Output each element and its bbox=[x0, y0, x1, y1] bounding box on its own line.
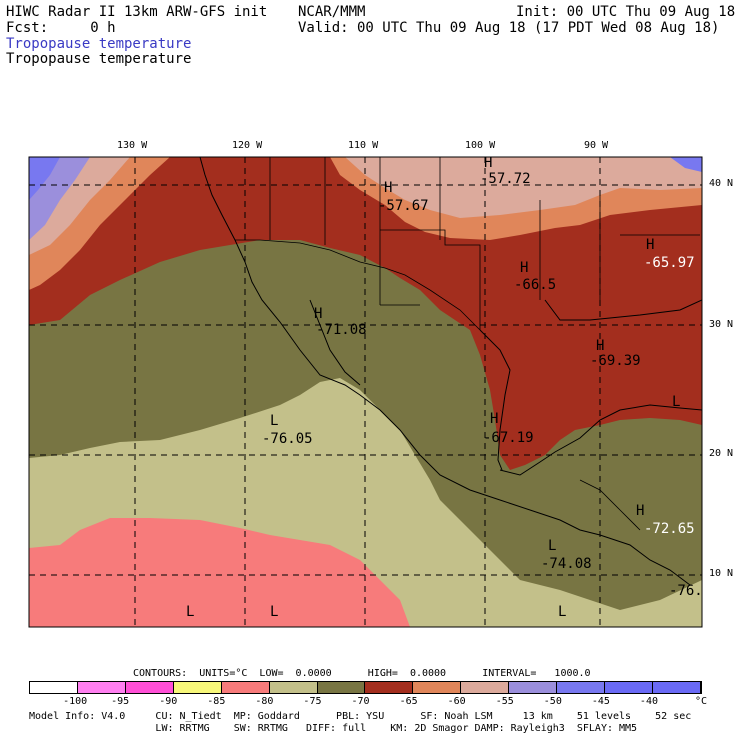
coastlines bbox=[199, 157, 702, 586]
hl-marker: L bbox=[270, 604, 279, 620]
map-border bbox=[28, 156, 703, 628]
lon-label-110w: 110 W bbox=[348, 140, 379, 151]
scale-tick-label: -65 bbox=[399, 696, 418, 707]
scale-swatch bbox=[317, 682, 366, 693]
hl-marker: H bbox=[596, 338, 605, 354]
hl-value: -57.72 bbox=[480, 171, 531, 187]
contours-info: CONTOURS: UNITS=°C LOW= 0.0000 HIGH= 0.0… bbox=[133, 668, 591, 679]
hl-value: -72.65 bbox=[644, 521, 695, 537]
forecast-hour: Fcst: 0 h bbox=[6, 20, 116, 36]
hl-marker: H bbox=[484, 155, 493, 171]
init-time: Init: 00 UTC Thu 09 Aug 18 bbox=[516, 4, 736, 20]
hl-value: -66.5 bbox=[514, 277, 557, 293]
hl-marker: L bbox=[558, 604, 567, 620]
hl-value: -69.39 bbox=[590, 353, 641, 369]
hl-marker: H bbox=[314, 306, 323, 322]
hl-value: -76.05 bbox=[262, 431, 313, 447]
hl-marker: H bbox=[636, 503, 645, 519]
hl-value: -76. bbox=[669, 583, 703, 599]
scale-swatch bbox=[173, 682, 222, 693]
scale-swatch bbox=[605, 682, 653, 693]
lat-label-40n: 40 N bbox=[709, 178, 734, 189]
hl-value: -74.08 bbox=[541, 556, 592, 572]
hl-marker: H bbox=[384, 180, 393, 196]
scale-swatch bbox=[509, 682, 558, 693]
hl-marker: H bbox=[490, 411, 499, 427]
valid-time: Valid: 00 UTC Thu 09 Aug 18 (17 PDT Wed … bbox=[298, 20, 720, 36]
scale-swatch bbox=[30, 682, 78, 693]
hl-marker: L bbox=[548, 538, 557, 554]
hl-marker: L bbox=[672, 394, 681, 410]
scale-tick-label: -45 bbox=[591, 696, 610, 707]
scale-swatch bbox=[365, 682, 414, 693]
scale-tick-label: -90 bbox=[159, 696, 178, 707]
scale-swatch bbox=[413, 682, 462, 693]
scale-tick-label: -95 bbox=[111, 696, 130, 707]
scale-tick-label: -55 bbox=[495, 696, 514, 707]
model-info-line1: Model Info: V4.0 CU: N_Tiedt MP: Goddard… bbox=[29, 711, 692, 722]
band-m50-m45-ne bbox=[670, 157, 702, 172]
institution-label: NCAR/MMM bbox=[298, 4, 366, 20]
color-scale-labels: -100 -95 -90 -85 -80 -75 -70 -65 -60 -55 -50 -45 -40… bbox=[29, 696, 719, 708]
scale-swatch bbox=[557, 682, 606, 693]
model-title: HIWC Radar II 13km ARW-GFS init bbox=[6, 4, 268, 20]
scale-tick-label: -70 bbox=[351, 696, 370, 707]
field-title-contour: Tropopause temperature bbox=[6, 51, 192, 67]
scale-tick-label: -50 bbox=[543, 696, 562, 707]
scale-swatch bbox=[269, 682, 318, 693]
band-m50-m45 bbox=[29, 157, 60, 200]
scale-tick-label: -85 bbox=[207, 696, 226, 707]
scale-tick-label: -75 bbox=[303, 696, 322, 707]
scale-unit-label: °C bbox=[695, 696, 708, 707]
lat-label-10n: 10 N bbox=[709, 568, 734, 579]
lon-label-120w: 120 W bbox=[232, 140, 263, 151]
scale-tick-label: -80 bbox=[255, 696, 274, 707]
scale-swatch bbox=[461, 682, 510, 693]
field-title-shaded: Tropopause temperature bbox=[6, 36, 192, 52]
graticule bbox=[29, 157, 702, 627]
band-m70-m65 bbox=[29, 157, 702, 470]
lon-label-100w: 100 W bbox=[465, 140, 496, 151]
scale-swatch bbox=[652, 682, 701, 693]
band-m60-m55-north bbox=[345, 157, 702, 218]
lon-label-90w: 90 W bbox=[584, 140, 609, 151]
lat-label-20n: 20 N bbox=[709, 448, 734, 459]
lon-label-130w: 130 W bbox=[117, 140, 148, 151]
scale-tick-label: -100 bbox=[63, 696, 88, 707]
hl-marker: H bbox=[646, 237, 655, 253]
scale-tick-label: -40 bbox=[639, 696, 658, 707]
scale-swatch bbox=[125, 682, 174, 693]
model-info-line2: LW: RRTMG SW: RRTMG DIFF: full KM: 2D Sm… bbox=[29, 723, 638, 734]
scale-swatch bbox=[77, 682, 126, 693]
lat-label-30n: 30 N bbox=[709, 319, 734, 330]
hl-value: -57.67 bbox=[378, 198, 429, 214]
hl-value: -71.08 bbox=[316, 322, 367, 338]
scale-tick-label: -60 bbox=[447, 696, 466, 707]
hl-marker: H bbox=[520, 260, 529, 276]
hl-marker: L bbox=[270, 413, 279, 429]
hl-value: -65.97 bbox=[644, 255, 695, 271]
hl-marker: L bbox=[186, 604, 195, 620]
color-scale-bar bbox=[29, 681, 702, 694]
scale-swatch bbox=[221, 682, 270, 693]
hl-value: -67.19 bbox=[483, 430, 534, 446]
